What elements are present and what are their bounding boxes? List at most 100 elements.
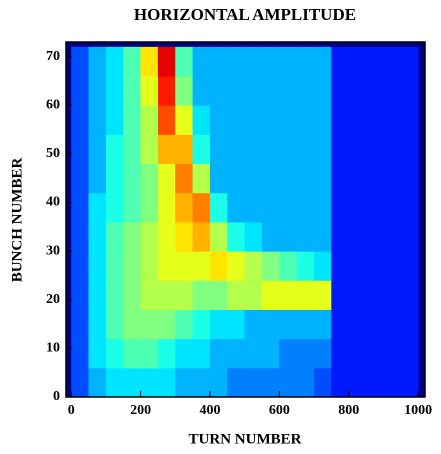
- heatmap-cell: [209, 309, 228, 340]
- heatmap-cell: [140, 221, 159, 252]
- heatmap-cell: [383, 309, 402, 340]
- heatmap-cell: [71, 76, 90, 106]
- heatmap-cell: [209, 367, 228, 398]
- heatmap-cell: [71, 134, 90, 165]
- heatmap-cell: [192, 76, 211, 106]
- heatmap-cell: [296, 163, 315, 194]
- heatmap-cell: [383, 251, 402, 281]
- heatmap-cell: [71, 338, 90, 369]
- heatmap-cell: [314, 338, 332, 369]
- x-tick-label: 200: [130, 403, 151, 418]
- heatmap-cell: [192, 221, 211, 252]
- heatmap-cell: [105, 163, 124, 194]
- heatmap-cell: [261, 134, 280, 165]
- heatmap-cell: [366, 221, 384, 252]
- heatmap-cell: [209, 338, 228, 369]
- heatmap-cell: [71, 280, 90, 310]
- heatmap-cell: [314, 251, 332, 281]
- heatmap-cell: [140, 367, 159, 398]
- heatmap-cell: [105, 309, 124, 340]
- plot-frame: [65, 41, 426, 398]
- heatmap-cell: [105, 46, 124, 77]
- heatmap-cell: [140, 163, 159, 194]
- heatmap-cell: [157, 221, 176, 252]
- heatmap-cell: [383, 221, 402, 252]
- heatmap-cell: [366, 338, 384, 369]
- heatmap-cell: [261, 221, 280, 252]
- x-tick-label: 1000: [404, 403, 432, 418]
- heatmap-cell: [192, 192, 211, 223]
- heatmap-cell: [71, 163, 90, 194]
- heatmap-cell: [400, 338, 419, 369]
- heatmap-cell: [296, 192, 315, 223]
- heatmap-cell: [348, 367, 367, 398]
- heatmap-cell: [157, 338, 176, 369]
- heatmap-cell: [157, 309, 176, 340]
- heatmap-cell: [261, 105, 280, 135]
- heatmap-cell: [383, 105, 402, 135]
- heatmap-cell: [227, 76, 246, 106]
- heatmap-cell: [123, 338, 142, 369]
- heatmap-cell: [244, 192, 263, 223]
- heatmap-cell: [140, 280, 159, 310]
- y-tick-label: 40: [46, 195, 60, 210]
- x-axis-title: TURN NUMBER: [189, 431, 302, 447]
- heatmap-cell: [88, 163, 107, 194]
- y-tick-label: 30: [46, 243, 60, 258]
- heatmap-cell: [279, 280, 298, 310]
- heatmap-cell: [140, 251, 159, 281]
- heatmap-cell: [244, 367, 263, 398]
- heatmap-cell: [71, 221, 90, 252]
- heatmap-cell: [314, 76, 332, 106]
- heatmap-cell: [192, 251, 211, 281]
- heatmap-cell: [383, 46, 402, 77]
- heatmap-cell: [123, 76, 142, 106]
- heatmap-cell: [175, 105, 194, 135]
- heatmap-cell: [296, 134, 315, 165]
- heatmap-cell: [383, 76, 402, 106]
- heatmap-cell: [157, 134, 176, 165]
- heatmap-cell: [123, 367, 142, 398]
- heatmap-cell: [383, 367, 402, 398]
- y-axis-title: BUNCH NUMBER: [9, 158, 25, 283]
- heatmap-cell: [140, 46, 159, 77]
- heatmap-cell: [279, 338, 298, 369]
- heatmap-cell: [296, 105, 315, 135]
- heatmap-cell: [71, 192, 90, 223]
- heatmap-cell: [157, 251, 176, 281]
- heatmap-cell: [279, 134, 298, 165]
- heatmap-cell: [192, 367, 211, 398]
- heatmap-cell: [71, 367, 90, 398]
- heatmap-cell: [192, 280, 211, 310]
- heatmap-cell: [244, 221, 263, 252]
- x-tick-label: 400: [199, 403, 220, 418]
- heatmap-cell: [261, 163, 280, 194]
- heatmap-cell: [123, 192, 142, 223]
- x-tick-label: 600: [269, 403, 290, 418]
- heatmap-cell: [383, 338, 402, 369]
- heatmap-cell: [331, 76, 350, 106]
- heatmap-cell: [209, 221, 228, 252]
- heatmap-cell: [175, 134, 194, 165]
- heatmap-cell: [383, 163, 402, 194]
- heatmap-cell: [314, 192, 332, 223]
- heatmap-cell: [175, 251, 194, 281]
- heatmap-cell: [244, 163, 263, 194]
- heatmap-cell: [227, 367, 246, 398]
- chart-title: HORIZONTAL AMPLITUDE: [134, 5, 356, 24]
- heatmap-cell: [105, 76, 124, 106]
- heatmap-cell: [366, 367, 384, 398]
- heatmap-cell: [227, 105, 246, 135]
- heatmap-cell: [279, 192, 298, 223]
- heatmap-cell: [175, 76, 194, 106]
- heatmap-cell: [123, 221, 142, 252]
- heatmap-cell: [314, 309, 332, 340]
- heatmap-cell: [244, 309, 263, 340]
- heatmap-cell: [88, 367, 107, 398]
- heatmap-cell: [366, 46, 384, 77]
- heatmap-cell: [157, 46, 176, 77]
- heatmap-cell: [123, 309, 142, 340]
- heatmap-cell: [261, 280, 280, 310]
